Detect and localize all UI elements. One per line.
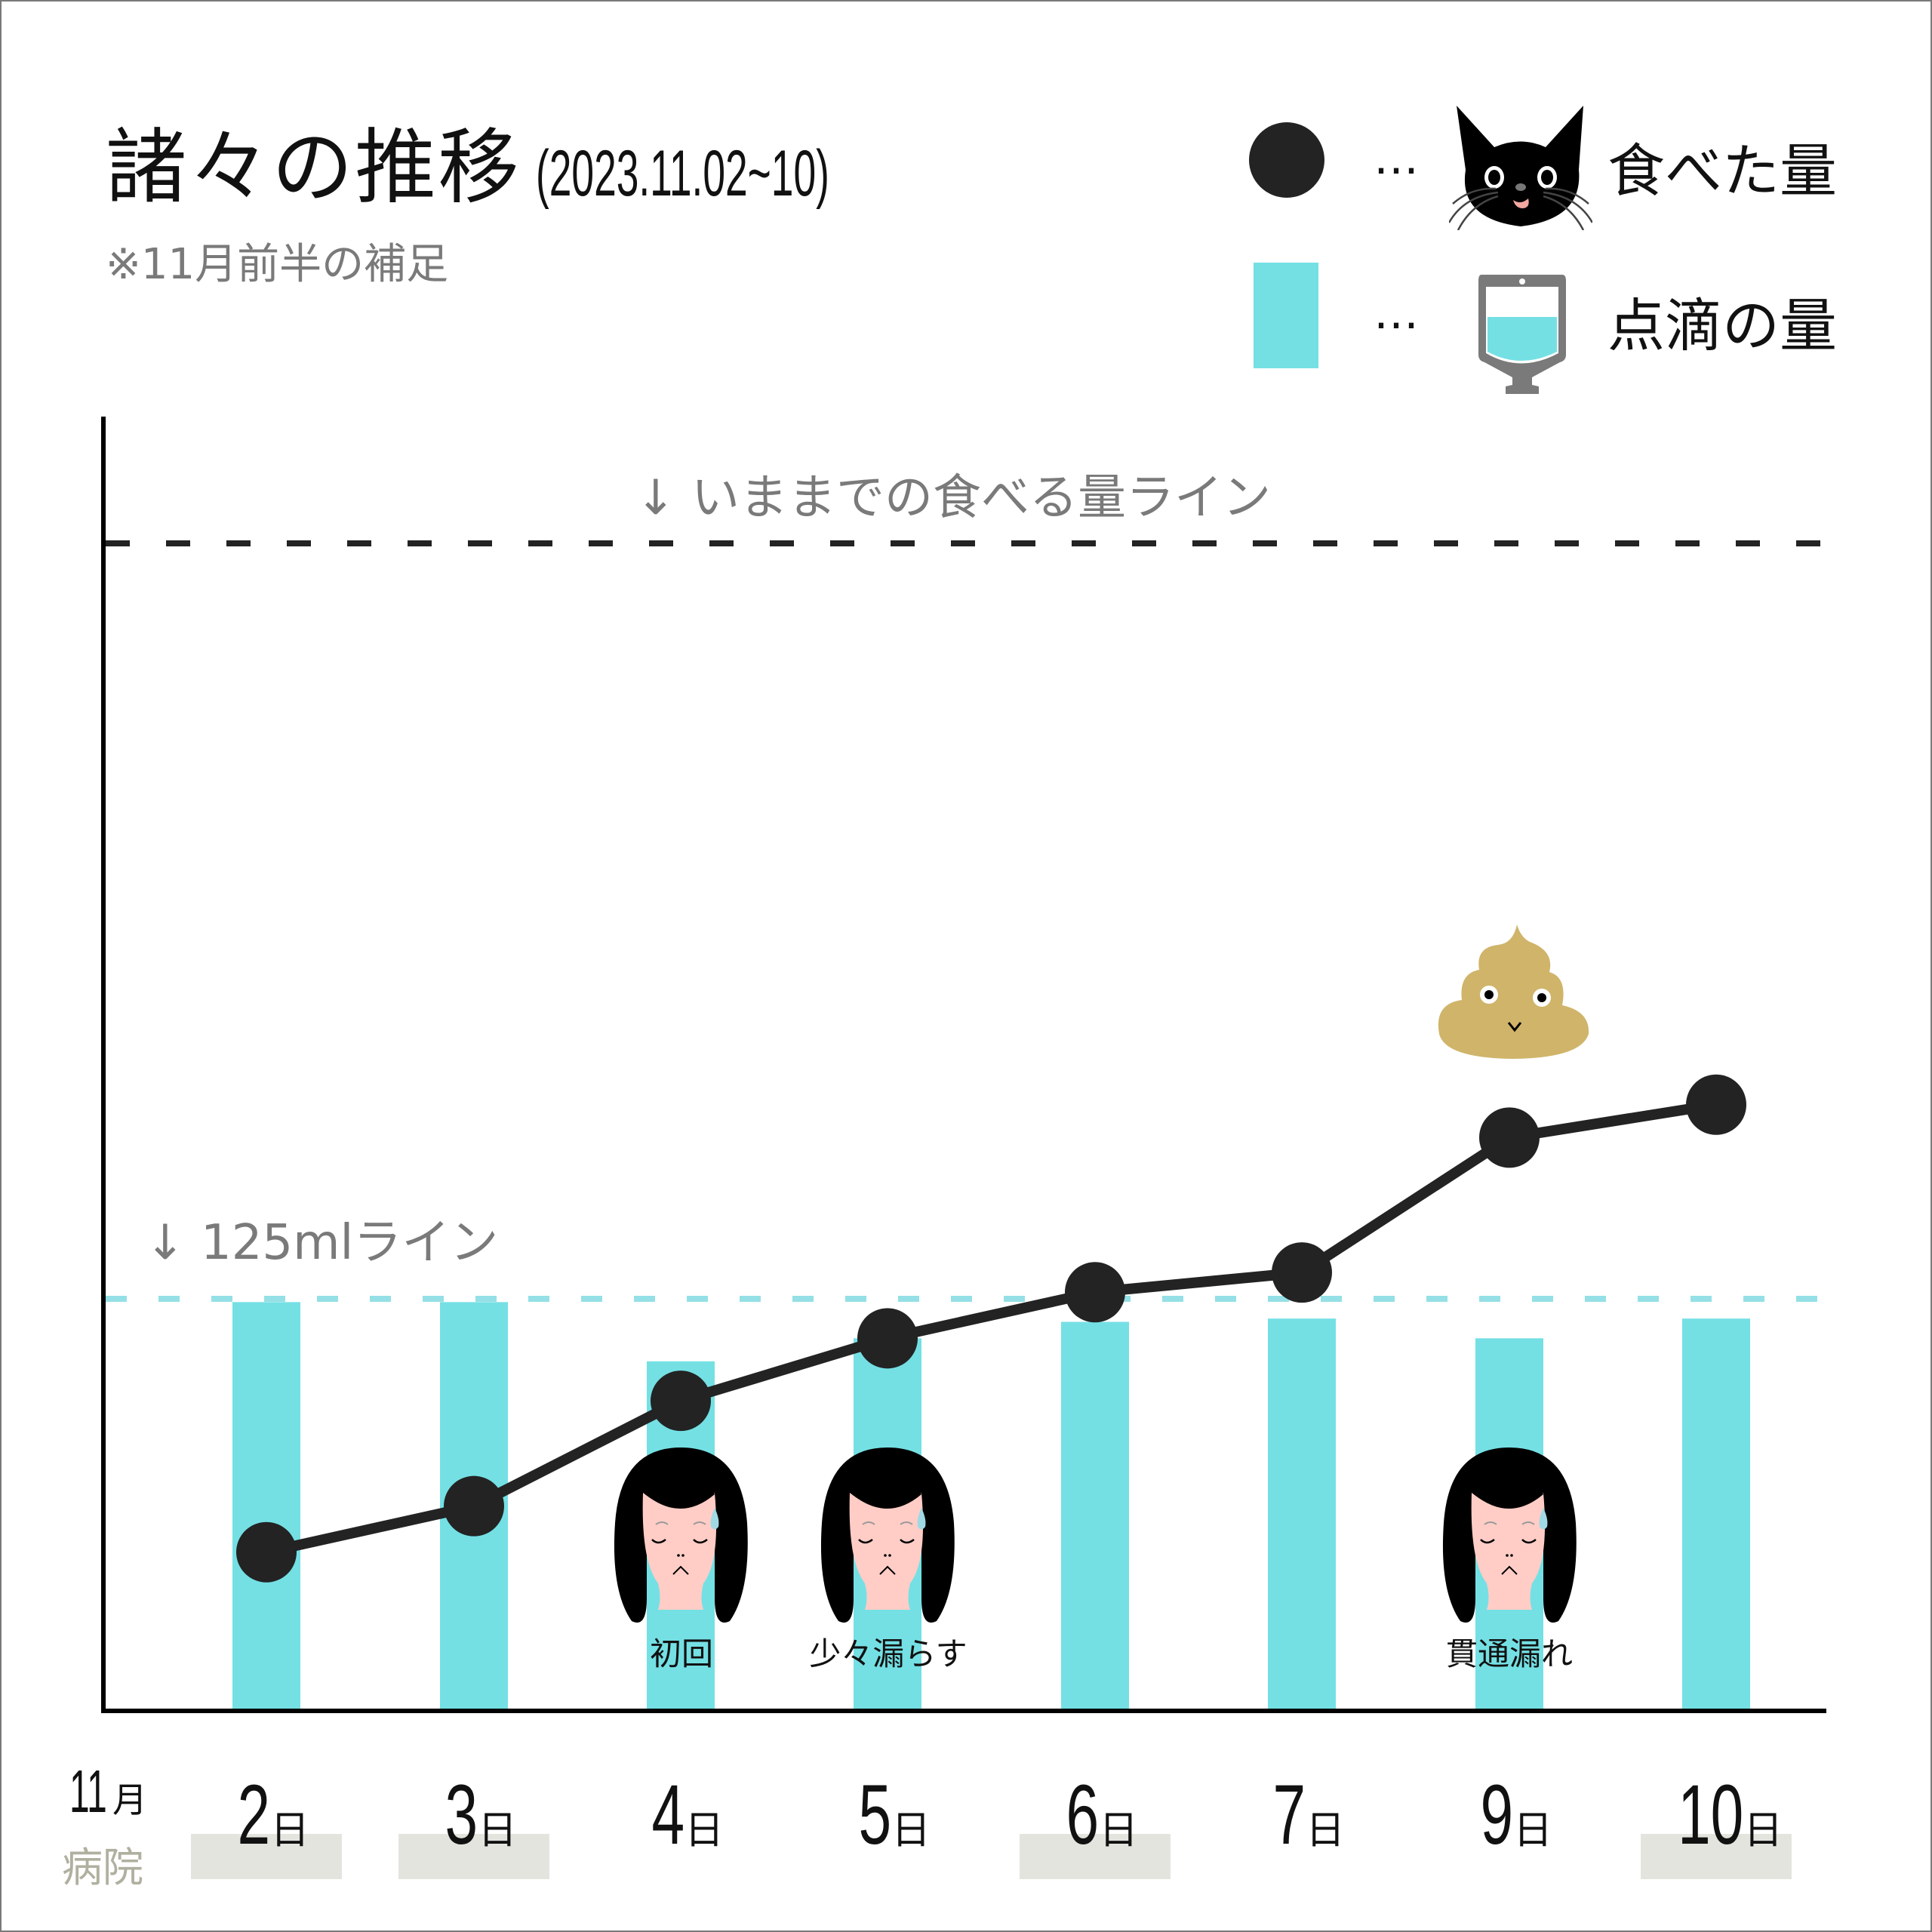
125ml-line-label: ↓ 125mlライン [145,1215,499,1271]
x-axis-day-label: 5日 [858,1767,931,1862]
food-point [1686,1074,1746,1135]
food-amount-line [265,1099,1718,1558]
cat-icon [1449,106,1592,230]
title-date-range: (2023.11.02~10) [536,137,829,210]
worried-face-icon [614,1447,748,1623]
hospital-row-label: 病院 [62,1844,143,1891]
food-point [1065,1262,1125,1323]
face-note-label: 初回 [649,1635,714,1672]
food-point [857,1308,918,1369]
legend-ellipsis: … [1374,287,1422,340]
x-axis-day-label: 6日 [1066,1767,1139,1862]
x-axis-day-label: 7日 [1272,1767,1346,1862]
poop-icon [1438,924,1589,1059]
legend-dot-swatch [1249,122,1324,198]
past-food-line-label: ↓ いままでの食べる量ライン [635,470,1271,526]
iv-bag-icon [1478,275,1566,394]
x-axis-day-label: 9日 [1480,1767,1553,1862]
legend-label-food: 食べた量 [1607,137,1837,205]
food-point [1479,1107,1540,1168]
hospital-day-marker [1641,1834,1792,1879]
iv-bar [1061,1321,1129,1710]
food-point [651,1371,711,1432]
hospital-day-marker [1020,1834,1171,1879]
food-point [236,1521,297,1583]
worried-face-icon [820,1447,955,1623]
x-axis-month-label: 11 月 [69,1758,148,1825]
food-point [444,1475,504,1537]
iv-bar [232,1302,300,1710]
chart-title: 諸々の推移 (2023.11.02~10) [106,102,1009,220]
face-note-label: 貫通漏れ [1445,1635,1574,1672]
food-amount-points [236,1074,1746,1583]
x-axis-day-label: 10日 [1678,1767,1783,1862]
chart-subtitle: ※11月前半の補足 [106,240,449,289]
x-axis-day-label: 2日 [237,1767,310,1862]
title-main: 諸々の推移 [106,121,521,215]
iv-bar [1682,1318,1750,1710]
x-axis-day-label: 4日 [651,1767,724,1862]
food-point [1272,1242,1332,1303]
hospital-day-marker [191,1834,342,1879]
legend-ellipsis: … [1374,132,1422,185]
iv-bar [1268,1318,1336,1710]
face-note-label: 少々漏らす [809,1635,968,1672]
worried-face-icon [1442,1447,1577,1623]
face-illustrations [614,1447,1577,1623]
x-axis-day-label: 3日 [445,1767,518,1862]
hospital-day-marker [398,1834,549,1879]
legend-bar-swatch [1254,263,1318,368]
legend-label-iv: 点滴の量 [1607,292,1837,359]
